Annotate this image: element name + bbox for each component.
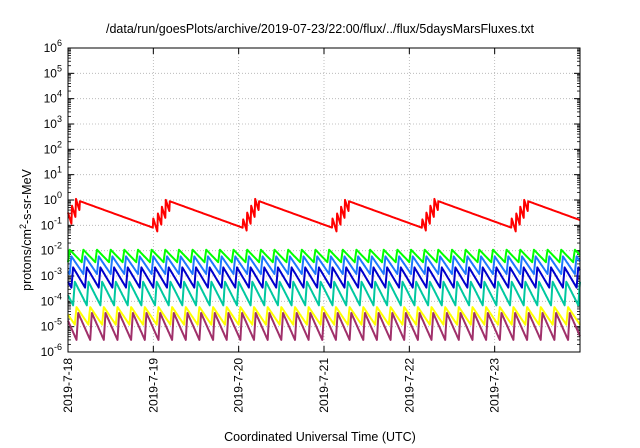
y-tick-label: 106: [44, 38, 62, 55]
y-tick-label-base: 10: [44, 92, 58, 106]
series-line-1: [67, 248, 581, 264]
y-tick-label-base: 10: [41, 345, 55, 359]
y-tick-label-base: 10: [44, 168, 58, 182]
y-tick-label: 100: [44, 190, 62, 207]
y-tick-label: 10-5: [41, 317, 62, 334]
series-line-3: [67, 266, 581, 289]
x-tick-label: 2019-7-23: [488, 358, 502, 413]
y-tick-label: 10-1: [41, 215, 62, 232]
y-tick-label-exp: 4: [57, 89, 62, 99]
y-tick-label-exp: -1: [54, 215, 62, 225]
y-tick-label: 10-2: [41, 241, 62, 258]
y-tick-label-exp: 5: [57, 63, 62, 73]
y-tick-label-base: 10: [44, 66, 58, 80]
y-tick-label-exp: 2: [57, 139, 62, 149]
y-tick-label-base: 10: [44, 142, 58, 156]
y-tick-label-base: 10: [44, 117, 58, 131]
y-tick-label: 10-6: [41, 342, 62, 359]
series-line-0: [67, 197, 581, 233]
x-tick-label: 2019-7-18: [61, 358, 75, 413]
y-tick-label-exp: -4: [54, 291, 62, 301]
y-tick-label: 103: [44, 114, 62, 131]
series-line-5: [67, 306, 581, 326]
y-tick-label-base: 10: [44, 41, 58, 55]
y-tick-label-exp: -6: [54, 342, 62, 352]
x-tick-label: 2019-7-22: [402, 358, 416, 413]
series-line-4: [67, 280, 581, 307]
y-tick-label: 10-4: [41, 291, 62, 308]
x-tick-label: 2019-7-20: [232, 358, 246, 413]
y-tick-label-exp: -5: [54, 317, 62, 327]
y-tick-label-base: 10: [41, 320, 55, 334]
y-tick-label-base: 10: [41, 218, 55, 232]
y-tick-label: 101: [44, 165, 62, 182]
series-line-6: [67, 312, 581, 341]
y-tick-label: 105: [44, 63, 62, 80]
y-tick-label-base: 10: [41, 269, 55, 283]
y-tick-label-exp: 6: [57, 38, 62, 48]
y-tick-label-base: 10: [41, 244, 55, 258]
y-tick-label-exp: -3: [54, 266, 62, 276]
x-tick-label: 2019-7-21: [317, 358, 331, 413]
y-tick-label-base: 10: [41, 294, 55, 308]
y-tick-label-exp: -2: [54, 241, 62, 251]
y-tick-label: 10-3: [41, 266, 62, 283]
y-tick-label-exp: 3: [57, 114, 62, 124]
y-tick-label: 102: [44, 139, 62, 156]
plot-frame: [67, 47, 581, 353]
y-tick-label-exp: 0: [57, 190, 62, 200]
chart-title: /data/run/goesPlots/archive/2019-07-23/2…: [105, 22, 534, 36]
x-axis-label: Coordinated Universal Time (UTC): [224, 430, 416, 444]
y-tick-label-exp: 1: [57, 165, 62, 175]
series-line-2: [67, 255, 581, 275]
y-tick-label: 104: [44, 89, 62, 106]
y-tick-label-base: 10: [44, 193, 58, 207]
x-tick-label: 2019-7-19: [146, 358, 160, 413]
